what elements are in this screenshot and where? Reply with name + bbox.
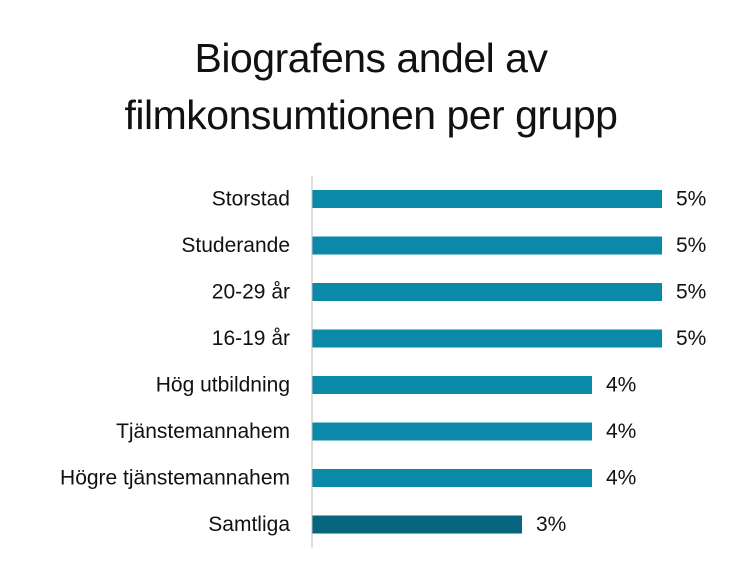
value-label-5: 4% bbox=[606, 420, 636, 443]
category-label-2: 20-29 år bbox=[212, 281, 290, 304]
bar-2 bbox=[312, 283, 662, 301]
bar-7 bbox=[312, 515, 522, 534]
value-label-1: 5% bbox=[676, 234, 706, 257]
category-label-1: Studerande bbox=[181, 234, 290, 257]
bar-5 bbox=[312, 422, 592, 441]
bar-6 bbox=[312, 469, 592, 487]
bar-3 bbox=[312, 329, 662, 348]
category-label-3: 16-19 år bbox=[212, 327, 290, 350]
category-label-7: Samtliga bbox=[208, 513, 290, 536]
chart-title: Biografens andel av filmkonsumtionen per… bbox=[0, 30, 742, 144]
value-label-2: 5% bbox=[676, 281, 706, 304]
category-label-0: Storstad bbox=[212, 188, 290, 211]
value-label-7: 3% bbox=[536, 513, 566, 536]
value-label-0: 5% bbox=[676, 188, 706, 211]
value-label-3: 5% bbox=[676, 327, 706, 350]
bars-group: Storstad 5% Studerande 5% 20-29 år 5% 16-19 år… bbox=[60, 188, 706, 537]
value-label-4: 4% bbox=[606, 374, 636, 397]
bar-4 bbox=[312, 376, 592, 394]
bar-1 bbox=[312, 236, 662, 255]
value-label-6: 4% bbox=[606, 467, 636, 490]
chart-title-line-2: filmkonsumtionen per grupp bbox=[124, 92, 618, 138]
bar-0 bbox=[312, 190, 662, 208]
category-label-4: Hög utbildning bbox=[156, 374, 290, 397]
chart-title-line-1: Biografens andel av bbox=[194, 35, 548, 81]
category-label-5: Tjänstemannahem bbox=[116, 420, 290, 443]
category-label-6: Högre tjänstemannahem bbox=[60, 467, 290, 490]
